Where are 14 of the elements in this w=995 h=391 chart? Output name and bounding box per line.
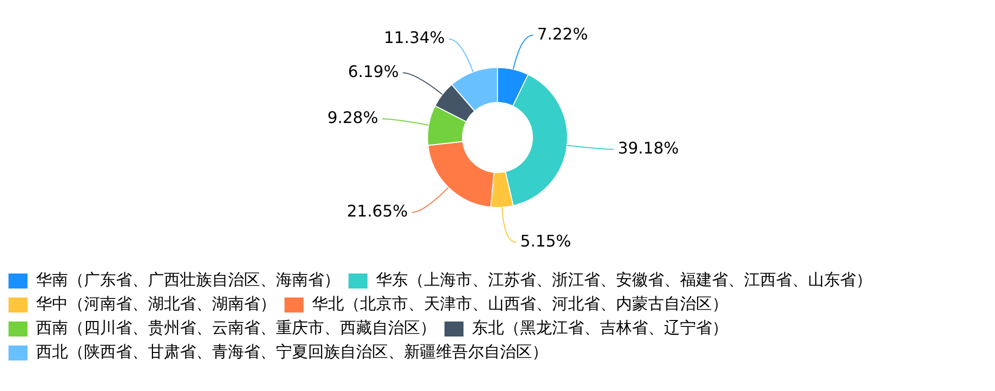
legend-label: 华南（广东省、广西壮族自治区、海南省） (36, 270, 340, 290)
legend-label: 西南（四川省、贵州省、云南省、重庆市、西藏自治区） (36, 318, 436, 338)
legend-label: 东北（黑龙江省、吉林省、辽宁省） (472, 318, 728, 338)
data-label: 9.28% (327, 108, 378, 128)
data-label: 7.22% (537, 24, 588, 44)
legend-label: 华北（北京市、天津市、山西省、河北省、内蒙古自治区） (312, 294, 728, 314)
legend-label: 西北（陕西省、甘肃省、青海省、宁夏回族自治区、新疆维吾尔自治区） (36, 342, 548, 362)
data-label: 5.15% (520, 231, 572, 250)
legend-label: 华中（河南省、湖北省、湖南省） (36, 294, 276, 314)
data-label: 11.34% (384, 28, 445, 48)
legend-label: 华东（上海市、江苏省、浙江省、安徽省、福建省、江西省、山东省） (376, 270, 872, 290)
data-label: 21.65% (346, 202, 408, 221)
data-label: 39.18% (618, 138, 679, 158)
data-label: 6.19% (348, 62, 399, 81)
